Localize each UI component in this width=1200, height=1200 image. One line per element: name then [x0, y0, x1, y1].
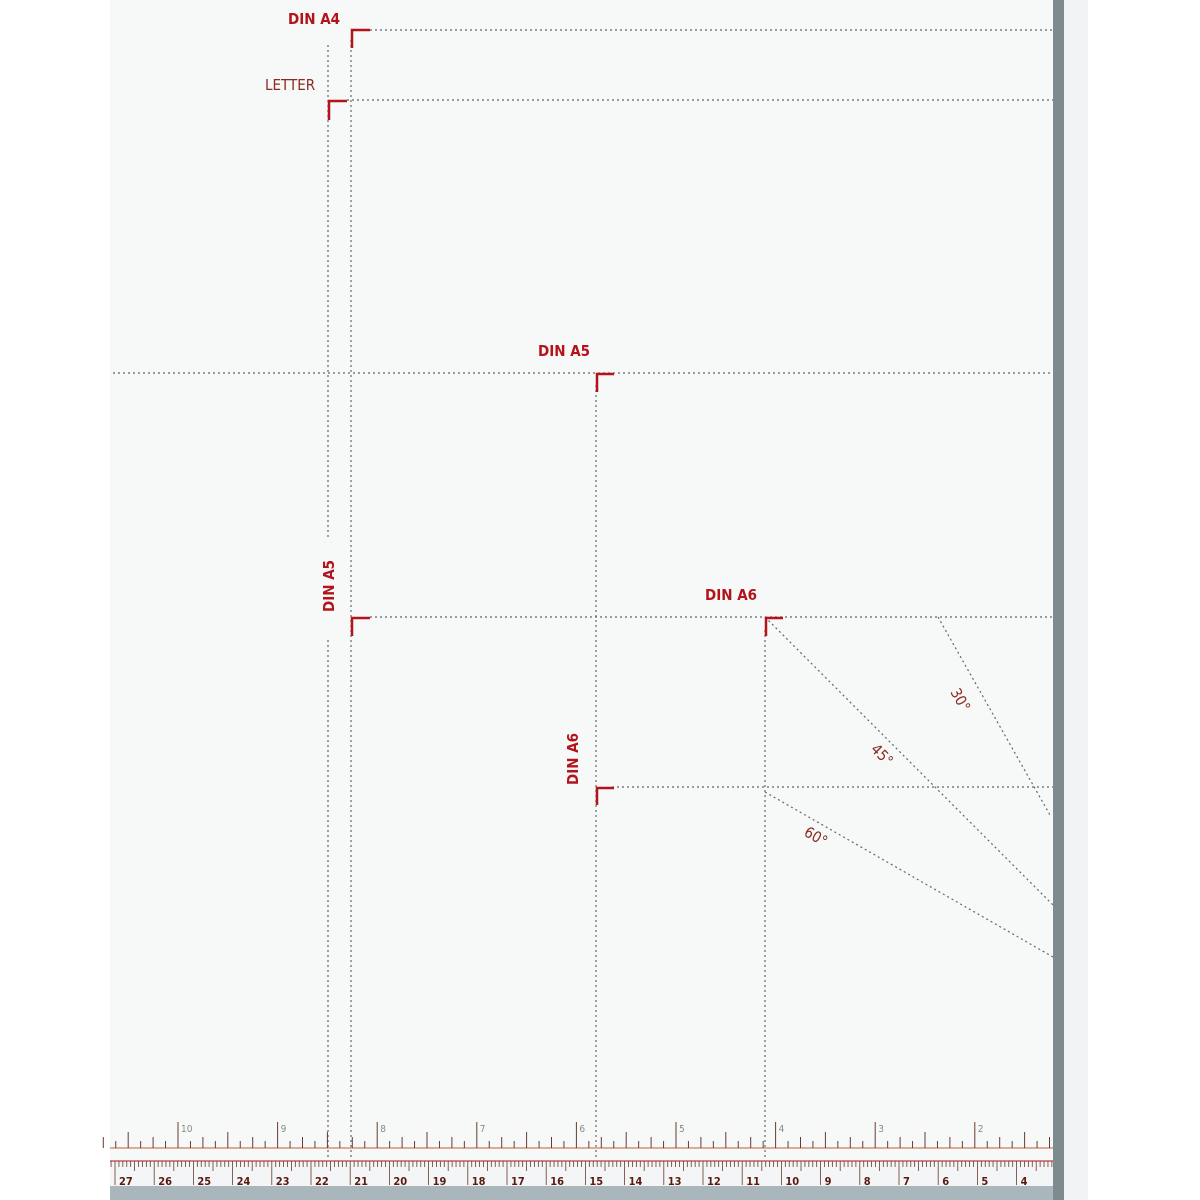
- inch-tick-label: 2: [978, 1124, 984, 1135]
- letter-label: LETTER: [265, 76, 315, 94]
- inch-ruler: 10 9 8 7 6 5 4 3 2: [102, 1122, 1053, 1149]
- cm-tick-label: 15: [589, 1175, 603, 1188]
- cm-tick-label: 4: [1021, 1175, 1028, 1188]
- inch-tick-label: 8: [380, 1124, 386, 1135]
- cm-tick-label: 23: [276, 1175, 290, 1188]
- cutting-board: [110, 0, 1054, 1200]
- inch-tick-label: 5: [679, 1124, 685, 1135]
- cm-tick-label: 21: [354, 1175, 368, 1188]
- cutting-rail[interactable]: [1053, 0, 1064, 1200]
- cm-tick-label: 8: [864, 1175, 871, 1188]
- cm-tick-label: 5: [981, 1175, 988, 1188]
- corner-marks: [327, 28, 783, 805]
- cm-tick-label: 17: [511, 1175, 525, 1188]
- cm-tick-label: 9: [825, 1175, 832, 1188]
- inch-tick-label: 4: [779, 1124, 785, 1135]
- inch-tick-label: 7: [480, 1124, 486, 1135]
- cm-tick-label: 14: [629, 1175, 643, 1188]
- cm-tick-label: 13: [668, 1175, 682, 1188]
- a6-inner-corner: [595, 786, 614, 805]
- cm-tick-label: 19: [433, 1175, 447, 1188]
- cm-tick-label: 20: [393, 1175, 407, 1188]
- inch-tick-label: 6: [579, 1124, 585, 1135]
- cm-tick-label: 16: [550, 1175, 564, 1188]
- din-a4-corner: [350, 28, 370, 48]
- cm-tick-label: 12: [707, 1175, 721, 1188]
- cm-tick-label: 11: [746, 1175, 760, 1188]
- din-a5-vertical-label: DIN A5: [320, 560, 338, 612]
- din-a4-label: DIN A4: [288, 10, 340, 28]
- din-a6-label: DIN A6: [705, 586, 757, 604]
- angle-60-line: [764, 791, 1054, 958]
- cm-tick-label: 27: [119, 1175, 133, 1188]
- din-a6-vertical-label: DIN A6: [564, 733, 582, 785]
- inch-tick-label: 9: [281, 1124, 287, 1135]
- din-a5-label: DIN A5: [538, 342, 590, 360]
- cm-tick-label: 10: [785, 1175, 799, 1188]
- cm-ruler: 27 26 25 24 23 22 21 20 19 18 17 16 15 14 13 12 11 10 9 8 7 6…: [110, 1160, 1053, 1188]
- cm-tick-label: 6: [942, 1175, 949, 1188]
- inch-tick-label: 3: [878, 1124, 884, 1135]
- cm-tick-label: 24: [237, 1175, 251, 1188]
- cm-tick-label: 18: [472, 1175, 486, 1188]
- din-a6-corner: [764, 616, 783, 636]
- din-a5-corner: [595, 372, 614, 392]
- ruler-rail: [110, 1186, 1053, 1200]
- cm-tick-label: 25: [197, 1175, 211, 1188]
- cm-tick-label: 26: [158, 1175, 172, 1188]
- rail-edge: [1064, 0, 1088, 1200]
- letter-corner: [327, 99, 347, 120]
- cm-tick-label: 7: [903, 1175, 910, 1188]
- cm-tick-label: 22: [315, 1175, 329, 1188]
- guide-lines: [113, 29, 1054, 1160]
- inch-tick-label: 10: [181, 1124, 193, 1135]
- a5-inner-corner: [350, 616, 370, 636]
